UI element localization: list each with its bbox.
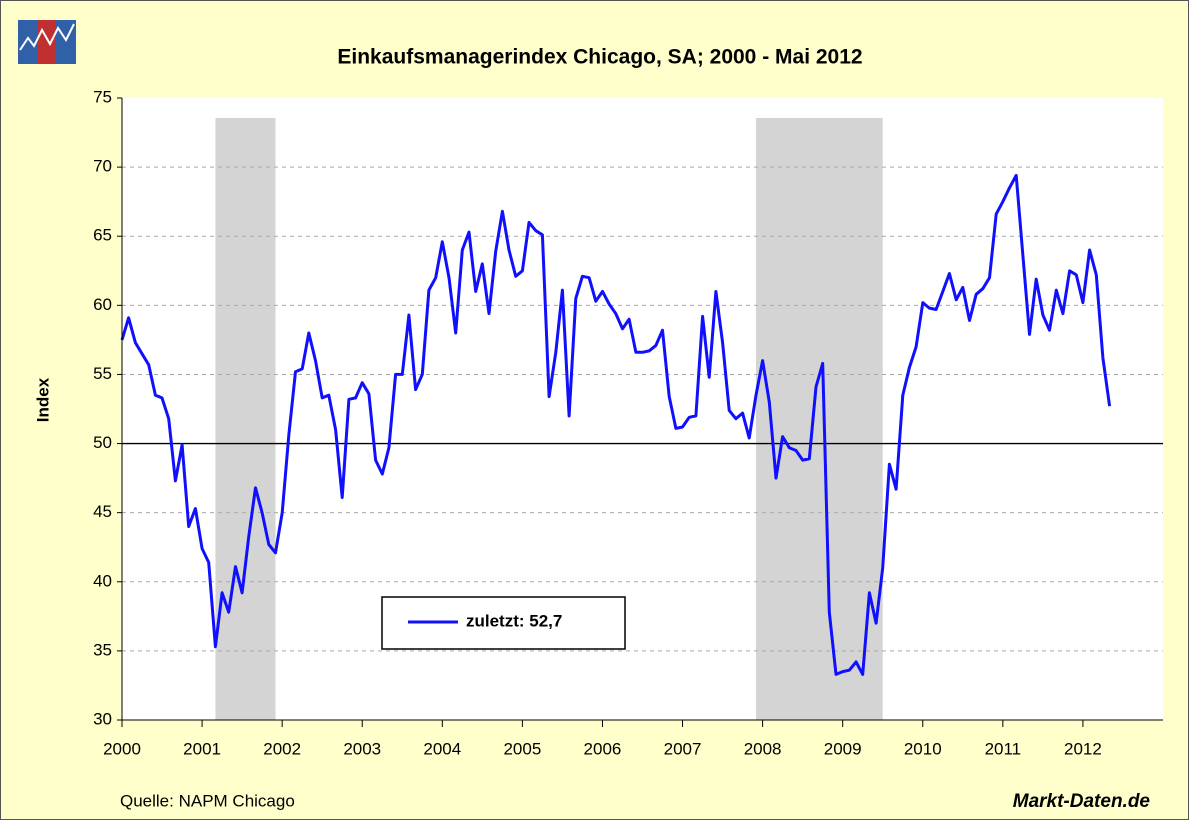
x-tick-label: 2012 <box>1064 739 1102 758</box>
x-tick-label: 2006 <box>584 739 622 758</box>
chart-title: Einkaufsmanagerindex Chicago, SA; 2000 -… <box>337 46 862 69</box>
y-tick-label: 30 <box>93 709 112 728</box>
plot-area <box>122 98 1163 720</box>
brand: Markt-Daten.de <box>1013 791 1151 812</box>
legend-label: zuletzt: 52,7 <box>466 611 562 630</box>
recession-band <box>215 118 276 720</box>
y-tick-label: 70 <box>93 157 112 176</box>
x-tick-label: 2005 <box>503 739 541 758</box>
y-tick-label: 35 <box>93 640 112 659</box>
recession-band <box>755 118 883 720</box>
x-tick-label: 2009 <box>824 739 862 758</box>
y-tick-label: 75 <box>93 87 112 106</box>
x-tick-label: 2011 <box>985 739 1022 758</box>
plot-layer <box>120 118 1163 720</box>
source-note: Quelle: NAPM Chicago <box>120 791 295 810</box>
y-tick-label: 60 <box>93 295 112 314</box>
y-tick-label: 45 <box>93 502 112 521</box>
y-tick-label: 40 <box>93 571 112 590</box>
y-tick-label: 50 <box>93 433 112 452</box>
x-tick-label: 2003 <box>343 739 381 758</box>
x-tick-label: 2004 <box>423 739 461 758</box>
x-tick-label: 2010 <box>904 739 942 758</box>
x-tick-label: 2002 <box>263 739 301 758</box>
y-tick-label: 55 <box>93 364 112 383</box>
y-tick-label: 65 <box>93 226 112 245</box>
data-line <box>120 173 1112 676</box>
x-tick-label: 2007 <box>664 739 702 758</box>
x-tick-label: 2008 <box>744 739 782 758</box>
y-axis-label: Index <box>33 377 52 422</box>
logo <box>18 20 76 64</box>
x-tick-label: 2000 <box>103 739 141 758</box>
x-tick-label: 2001 <box>183 739 221 758</box>
